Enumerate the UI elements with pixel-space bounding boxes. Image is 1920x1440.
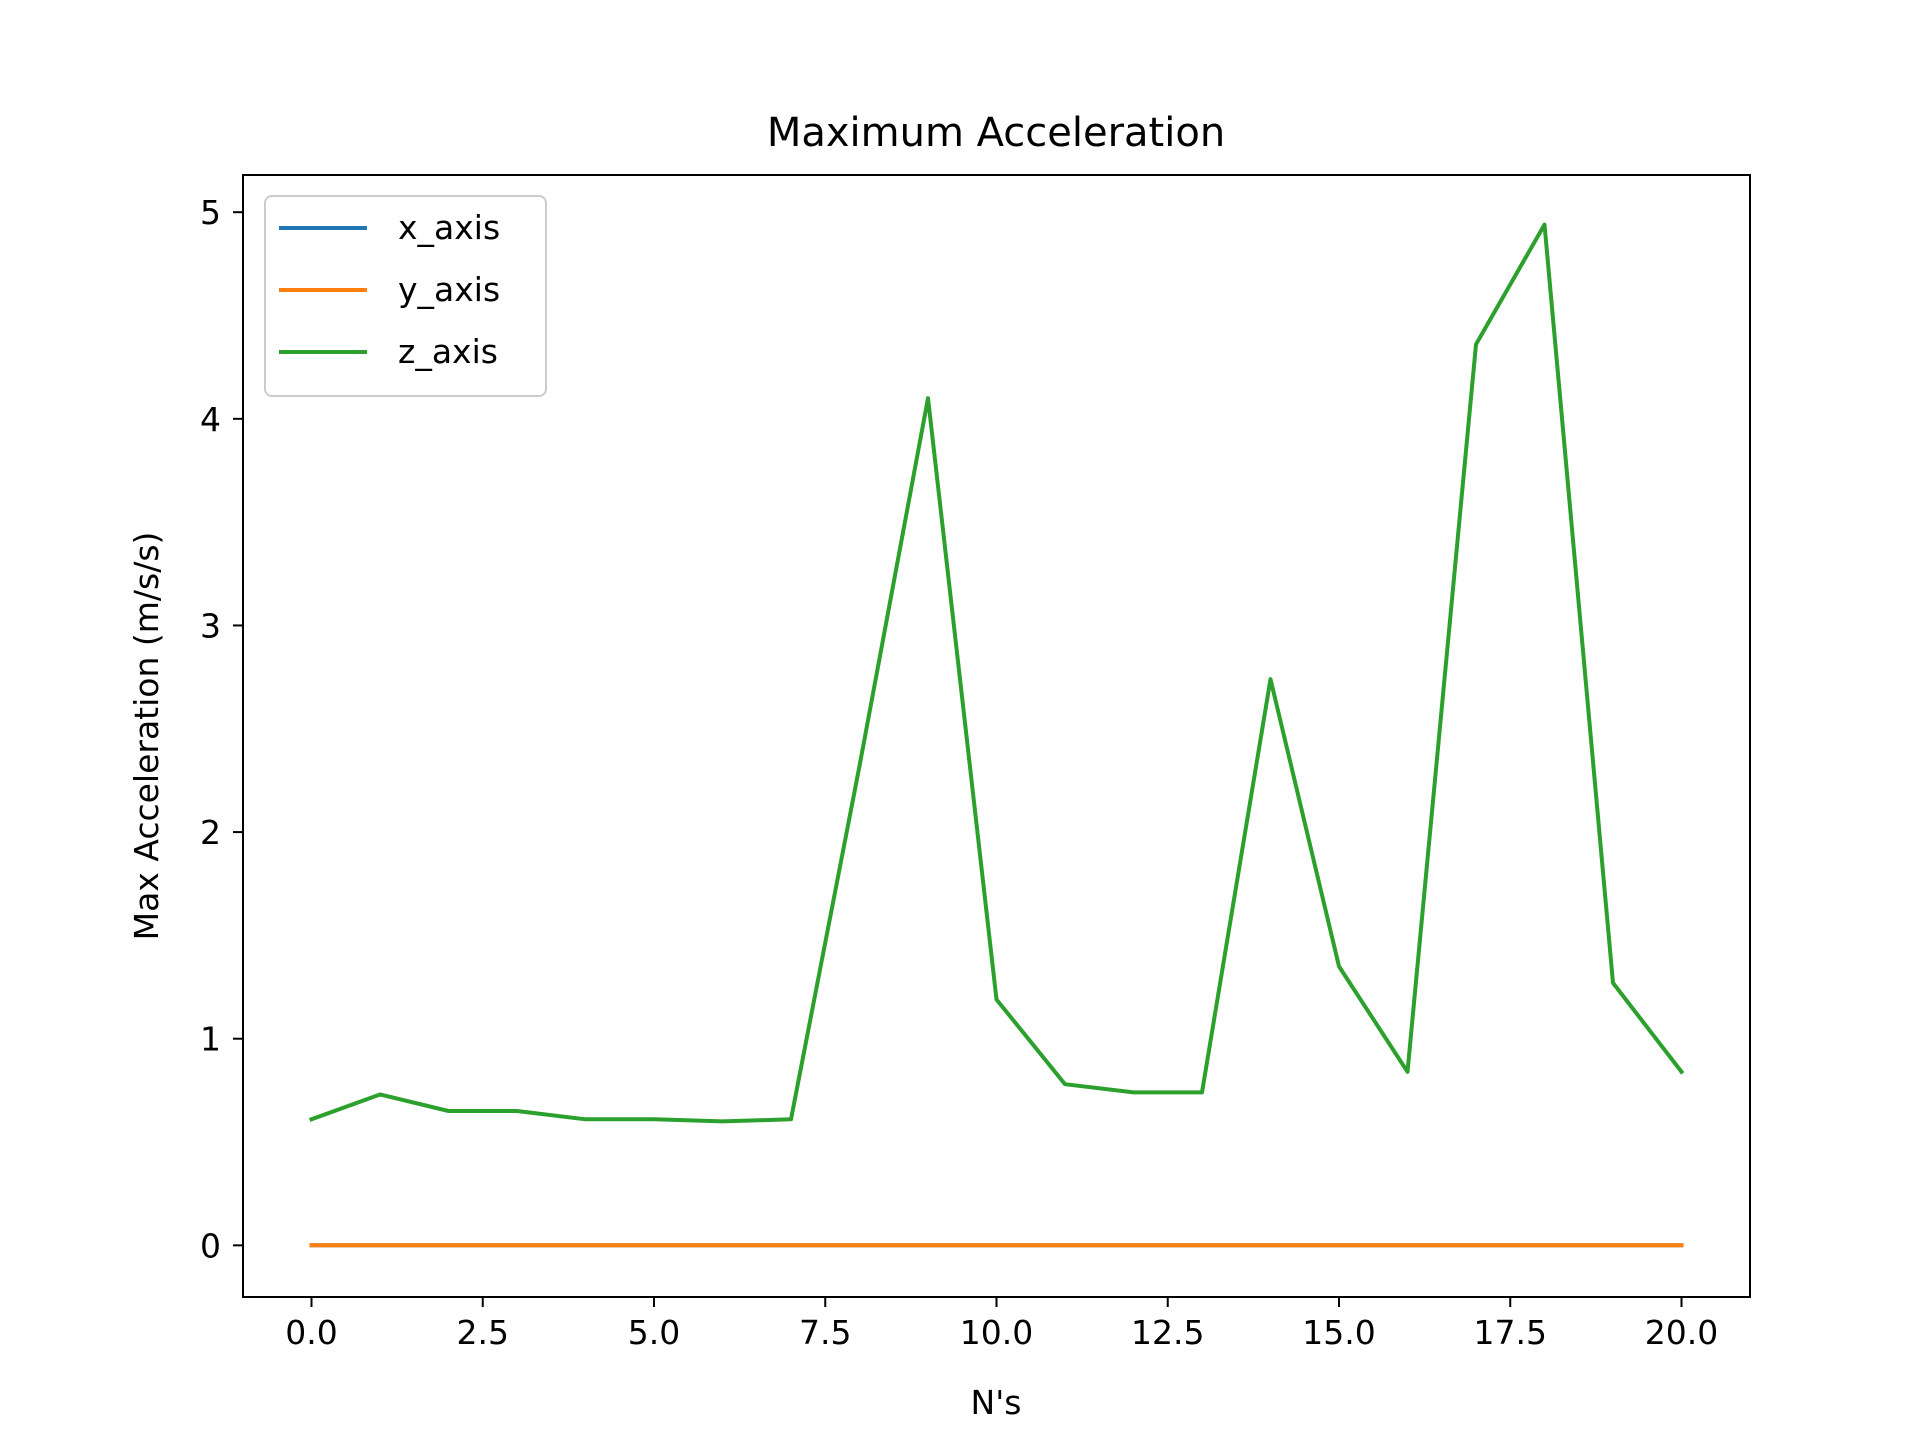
chart-title: Maximum Acceleration: [767, 110, 1225, 156]
legend-label-z_axis: z_axis: [398, 332, 498, 371]
x-tick-label: 7.5: [799, 1313, 851, 1352]
legend-entries: x_axis y_axis z_axis: [279, 208, 500, 371]
y-tick-label: 1: [200, 1020, 221, 1059]
series-line-z_axis: [308, 222, 1685, 1124]
series-layer: [308, 222, 1685, 1248]
x-tick-label: 17.5: [1474, 1313, 1547, 1352]
y-tick-label: 4: [200, 400, 221, 439]
x-tick-label: 15.0: [1302, 1313, 1375, 1352]
y-tick-label: 3: [200, 606, 221, 645]
x-axis-ticks: 0.0 2.5 5.0 7.5 10.0 12.5 15.0 17.5 20.0: [285, 1297, 1718, 1352]
x-axis-title: N's: [971, 1383, 1022, 1422]
y-tick-label: 5: [200, 193, 221, 232]
legend-label-y_axis: y_axis: [398, 270, 500, 309]
y-tick-label: 2: [200, 813, 221, 852]
y-tick-label: 0: [200, 1226, 221, 1265]
x-tick-label: 20.0: [1645, 1313, 1718, 1352]
y-axis-ticks: 0 1 2 3 4 5: [200, 193, 243, 1265]
plot-frame: [242, 174, 1751, 1298]
y-axis-title: Max Acceleration (m/s/s): [127, 532, 166, 941]
x-tick-label: 5.0: [628, 1313, 680, 1352]
legend-label-x_axis: x_axis: [398, 208, 500, 247]
legend-frame: [264, 195, 547, 397]
x-tick-label: 10.0: [960, 1313, 1033, 1352]
x-tick-label: 12.5: [1131, 1313, 1204, 1352]
legend: x_axis y_axis z_axis: [264, 195, 547, 397]
x-tick-label: 2.5: [457, 1313, 509, 1352]
x-tick-label: 0.0: [285, 1313, 337, 1352]
